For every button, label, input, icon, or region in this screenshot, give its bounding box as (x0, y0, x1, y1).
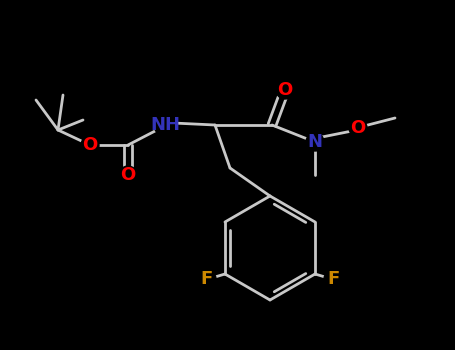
Text: N: N (308, 133, 323, 151)
Circle shape (324, 270, 342, 288)
Text: O: O (278, 81, 293, 99)
Circle shape (198, 270, 216, 288)
Text: O: O (121, 166, 136, 184)
Circle shape (154, 114, 176, 136)
Text: NH: NH (150, 116, 180, 134)
Circle shape (119, 166, 137, 184)
Text: O: O (82, 136, 98, 154)
Circle shape (306, 133, 324, 151)
Circle shape (81, 136, 99, 154)
Text: F: F (201, 270, 213, 288)
Circle shape (349, 119, 367, 137)
Text: O: O (350, 119, 366, 137)
Text: F: F (327, 270, 339, 288)
Circle shape (276, 81, 294, 99)
